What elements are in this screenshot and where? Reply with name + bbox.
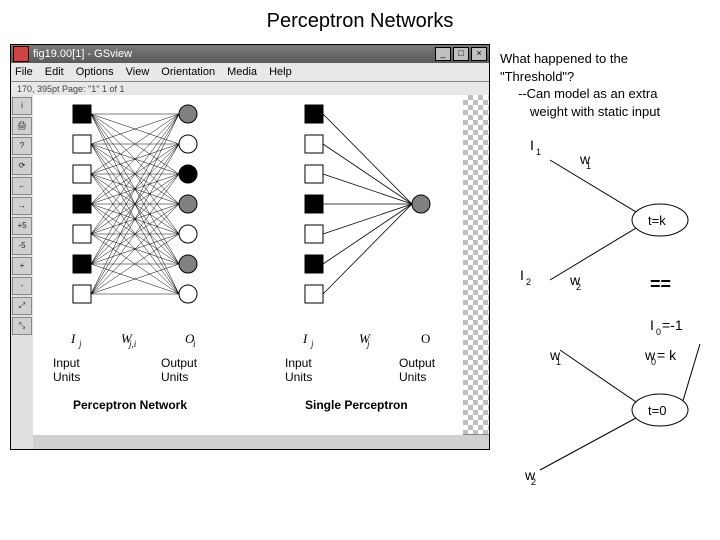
svg-text:==: == bbox=[650, 274, 671, 294]
maximize-button[interactable]: □ bbox=[453, 47, 469, 61]
svg-text:j: j bbox=[78, 339, 82, 349]
svg-text:1: 1 bbox=[536, 147, 541, 157]
menu-view[interactable]: View bbox=[126, 66, 150, 78]
tool-fit-b[interactable]: ⤡ bbox=[12, 317, 32, 335]
svg-text:j: j bbox=[310, 339, 314, 349]
tool-help[interactable]: ? bbox=[12, 137, 32, 155]
tool-prev[interactable]: ← bbox=[12, 177, 32, 195]
tool-zoom-out[interactable]: - bbox=[12, 277, 32, 295]
right-panel: What happened to the "Threshold"? --Can … bbox=[500, 50, 710, 480]
svg-text:Units: Units bbox=[161, 370, 188, 384]
canvas: IjWj,iOiIjWjOInputUnitsOutputUnitsInputU… bbox=[33, 95, 463, 435]
svg-text:Perceptron Network: Perceptron Network bbox=[73, 398, 187, 412]
svg-text:j,i: j,i bbox=[128, 339, 137, 349]
svg-text:Input: Input bbox=[53, 356, 80, 370]
toolbox: i 🖨 ? ⟳ ← → +5 -5 + - ⤢ ⤡ bbox=[11, 95, 34, 449]
menu-edit[interactable]: Edit bbox=[45, 66, 64, 78]
window-titlebar: fig19.00[1] - GSview _ □ × bbox=[11, 45, 489, 63]
svg-text:Output: Output bbox=[161, 356, 198, 370]
svg-text:i: i bbox=[193, 339, 196, 349]
svg-text:Output: Output bbox=[399, 356, 436, 370]
tool-reload[interactable]: ⟳ bbox=[12, 157, 32, 175]
svg-text:t=0: t=0 bbox=[648, 403, 666, 418]
svg-text:O: O bbox=[421, 331, 430, 346]
svg-text:Units: Units bbox=[399, 370, 426, 384]
app-icon bbox=[13, 46, 29, 62]
svg-text:0: 0 bbox=[656, 327, 661, 337]
svg-text:Single Perceptron: Single Perceptron bbox=[305, 398, 408, 412]
tool-info[interactable]: i bbox=[12, 97, 32, 115]
perceptron-diagram: IjWj,iOiIjWjOInputUnitsOutputUnitsInputU… bbox=[33, 95, 463, 435]
menu-file[interactable]: File bbox=[15, 66, 33, 78]
minimize-button[interactable]: _ bbox=[435, 47, 451, 61]
svg-text:2: 2 bbox=[526, 277, 531, 287]
right-text: What happened to the "Threshold"? --Can … bbox=[500, 50, 710, 120]
answer-line1: --Can model as an extra bbox=[518, 85, 710, 103]
menu-help[interactable]: Help bbox=[269, 66, 292, 78]
tool-minus5[interactable]: -5 bbox=[12, 237, 32, 255]
svg-text:= k: = k bbox=[657, 347, 677, 363]
canvas-wrap: IjWj,iOiIjWjOInputUnitsOutputUnitsInputU… bbox=[33, 95, 489, 449]
svg-text:Units: Units bbox=[285, 370, 312, 384]
svg-text:I: I bbox=[70, 331, 76, 346]
main-area: fig19.00[1] - GSview _ □ × File Edit Opt… bbox=[10, 44, 710, 530]
window-title: fig19.00[1] - GSview bbox=[33, 48, 433, 60]
hscroll[interactable] bbox=[33, 434, 489, 449]
svg-text:I: I bbox=[520, 267, 524, 283]
page-title: Perceptron Networks bbox=[0, 0, 720, 39]
svg-text:I: I bbox=[302, 331, 308, 346]
close-button[interactable]: × bbox=[471, 47, 487, 61]
gsview-window: fig19.00[1] - GSview _ □ × File Edit Opt… bbox=[10, 44, 490, 450]
svg-text:1: 1 bbox=[556, 357, 561, 367]
svg-text:t=k: t=k bbox=[648, 213, 666, 228]
canvas-margin bbox=[463, 95, 489, 435]
svg-text:I: I bbox=[530, 137, 534, 153]
menu-orientation[interactable]: Orientation bbox=[161, 66, 215, 78]
svg-text:=-1: =-1 bbox=[662, 317, 683, 333]
svg-text:2: 2 bbox=[576, 282, 581, 292]
tool-print[interactable]: 🖨 bbox=[12, 117, 32, 135]
svg-text:j: j bbox=[366, 339, 370, 349]
menu-options[interactable]: Options bbox=[76, 66, 114, 78]
svg-text:Input: Input bbox=[285, 356, 312, 370]
svg-text:0: 0 bbox=[651, 357, 656, 367]
svg-text:1: 1 bbox=[586, 161, 591, 171]
tool-fit-a[interactable]: ⤢ bbox=[12, 297, 32, 315]
threshold-diagram: I1w1t=kI2w2==I0=-1w1w0= kt=0w2 bbox=[500, 120, 720, 500]
question-line2: "Threshold"? bbox=[500, 68, 710, 86]
svg-text:2: 2 bbox=[531, 477, 536, 487]
menubar: File Edit Options View Orientation Media… bbox=[11, 63, 489, 82]
tool-zoom-in[interactable]: + bbox=[12, 257, 32, 275]
svg-text:I: I bbox=[650, 317, 654, 333]
menu-media[interactable]: Media bbox=[227, 66, 257, 78]
answer-line2: weight with static input bbox=[530, 103, 710, 121]
tool-plus5[interactable]: +5 bbox=[12, 217, 32, 235]
tool-next[interactable]: → bbox=[12, 197, 32, 215]
question-line1: What happened to the bbox=[500, 50, 710, 68]
svg-text:Units: Units bbox=[53, 370, 80, 384]
